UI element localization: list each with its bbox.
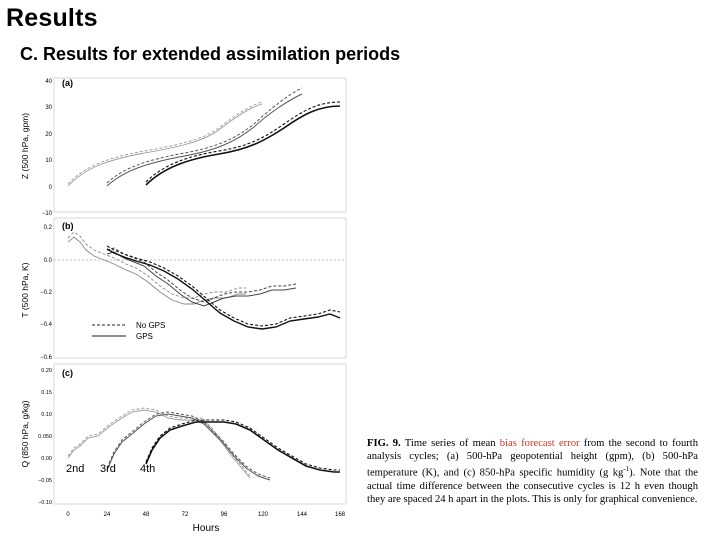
panel-c-cycle4-no-gps xyxy=(145,419,340,471)
panel-a-cycle3-no-gps xyxy=(106,87,303,184)
panel-a-frame xyxy=(53,77,347,213)
cycle-label-2nd: 2nd xyxy=(66,463,84,475)
panel-b-ytick: −0.6 xyxy=(40,355,53,361)
panel-b-cycle3-gps xyxy=(106,251,297,307)
panel-c: (c) Q (850 hPa, g/kg) 0.20 0.15 0.10 0.0… xyxy=(20,363,347,534)
cycle-label-4th: 4th xyxy=(140,463,155,475)
panel-a-ytick: 10 xyxy=(45,158,52,164)
panel-a-ytick: 30 xyxy=(45,105,52,111)
panel-b-cycle4-no-gps xyxy=(106,245,341,327)
panel-a-cycle2-gps xyxy=(67,103,263,187)
caption-text-part3: ). Note that the actual time difference … xyxy=(367,467,699,506)
subtitle-letter: C. xyxy=(20,44,38,64)
panel-c-ytick: 0.15 xyxy=(41,390,52,396)
panel-b-label: (b) xyxy=(62,221,74,231)
panel-c-ylabel: Q (850 hPa, g/kg) xyxy=(20,400,30,467)
panel-b-frame xyxy=(53,217,347,359)
cycle-label-3rd: 3rd xyxy=(100,463,116,475)
panel-c-ytick: −0.10 xyxy=(38,500,52,506)
slide-title: Results xyxy=(6,4,98,32)
x-tick: 168 xyxy=(335,512,346,518)
panel-b: (b) T (500 hPa, K) 0.2 0.0 −0.2 −0.4 −0.… xyxy=(20,217,347,361)
panel-b-ytick: 0.2 xyxy=(44,225,53,231)
panel-c-cycle3-no-gps xyxy=(106,411,271,479)
panel-a-ytick: 0 xyxy=(49,185,53,191)
slide-subtitle: C. Results for extended assimilation per… xyxy=(20,44,400,65)
figure-caption: FIG. 9. Time series of mean bias forecas… xyxy=(367,437,698,507)
panel-c-ytick: 0.00 xyxy=(41,456,52,462)
panel-a-cycle3-gps xyxy=(106,93,303,187)
x-tick: 96 xyxy=(221,512,228,518)
panel-c-cycle3-gps xyxy=(106,413,271,481)
panel-c-ytick: 0.10 xyxy=(41,412,52,418)
panel-c-ytick: 0.20 xyxy=(41,368,52,374)
x-axis-label: Hours xyxy=(193,523,220,534)
caption-text-part1: Time series of mean xyxy=(400,438,500,449)
panel-a-cycle2-no-gps xyxy=(67,101,263,185)
panel-b-cycle2-no-gps xyxy=(67,231,246,299)
panel-b-ytick: −0.2 xyxy=(40,290,53,296)
panel-a-label: (a) xyxy=(62,78,73,88)
x-tick: 0 xyxy=(66,512,70,518)
legend-no-gps-label: No GPS xyxy=(136,321,165,330)
panel-a-ytick: 20 xyxy=(45,132,52,138)
panel-a-ytick: −10 xyxy=(42,211,53,217)
time-series-figure: (a) Z (500 hPa, gpm) 40 30 20 10 0 −10 (… xyxy=(20,77,347,534)
legend-gps-label: GPS xyxy=(136,332,153,341)
panel-a: (a) Z (500 hPa, gpm) 40 30 20 10 0 −10 xyxy=(20,77,347,217)
x-tick: 24 xyxy=(104,512,111,518)
caption-text-part2: from the second to fourth analysis cycle… xyxy=(367,438,699,479)
x-tick: 72 xyxy=(182,512,189,518)
x-tick: 120 xyxy=(258,512,269,518)
panel-b-ylabel: T (500 hPa, K) xyxy=(20,262,30,317)
caption-superscript: -1 xyxy=(623,465,630,474)
caption-highlight: bias forecast error xyxy=(499,438,580,449)
caption-figure-label: FIG. 9. xyxy=(367,438,401,449)
panel-a-cycle4-no-gps xyxy=(145,101,341,183)
x-tick: 48 xyxy=(143,512,150,518)
panel-c-label: (c) xyxy=(62,368,73,378)
panel-b-ytick: 0.0 xyxy=(44,258,53,264)
panel-b-cycle2-gps xyxy=(67,236,246,305)
panel-c-cycle4-gps xyxy=(145,421,340,473)
x-tick: 144 xyxy=(297,512,308,518)
panel-c-frame xyxy=(53,363,347,505)
panel-a-ytick: 40 xyxy=(45,79,52,85)
panel-c-ytick: −0.05 xyxy=(38,478,52,484)
panel-c-ytick: 0.050 xyxy=(38,434,52,440)
panel-a-ylabel: Z (500 hPa, gpm) xyxy=(20,113,30,179)
panel-b-ytick: −0.4 xyxy=(40,322,53,328)
subtitle-text: Results for extended assimilation period… xyxy=(43,44,401,64)
panel-b-cycle4-gps xyxy=(106,248,341,330)
panel-a-cycle4-gps xyxy=(145,105,341,186)
